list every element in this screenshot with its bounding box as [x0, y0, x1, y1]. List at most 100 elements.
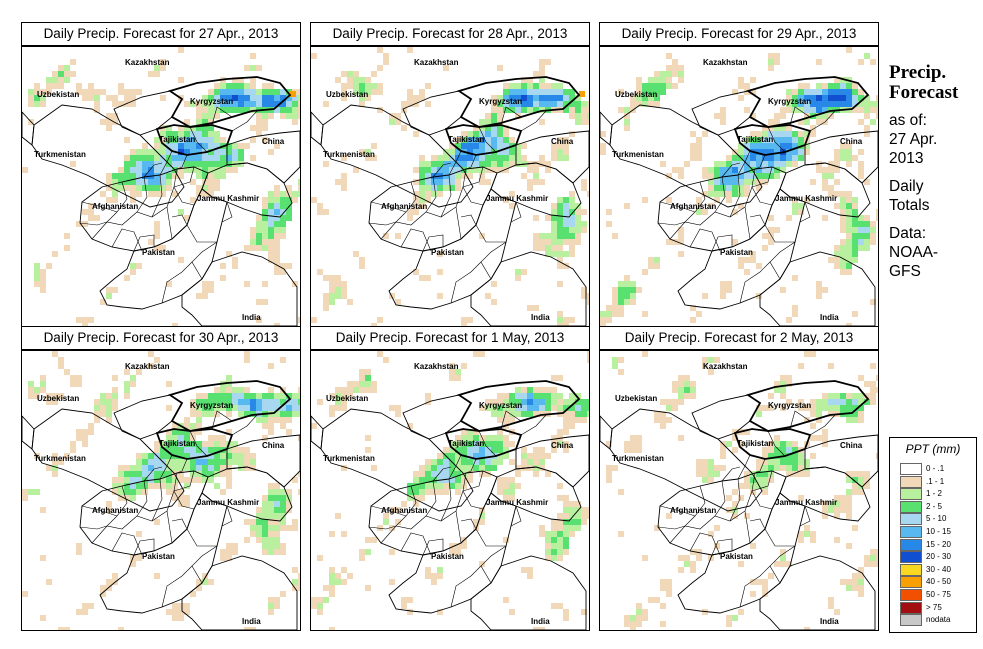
- precip-cell: [467, 465, 473, 471]
- precip-cell: [40, 281, 46, 287]
- precip-cell: [828, 597, 834, 603]
- precip-cell: [196, 119, 202, 125]
- precip-cell: [569, 507, 575, 513]
- precip-cell: [262, 137, 268, 143]
- precip-cell: [329, 573, 335, 579]
- precip-map: Kazakhstan Uzbekistan Kyrgyzstan Tajikistan…: [21, 350, 301, 631]
- precip-cell: [563, 107, 569, 113]
- precip-cell: [606, 311, 612, 317]
- precip-cell: [557, 549, 563, 555]
- precip-cell: [425, 161, 431, 167]
- precip-cell: [497, 399, 503, 405]
- precip-cell: [437, 483, 443, 489]
- legend-swatch: [900, 614, 922, 627]
- precip-cell: [473, 125, 479, 131]
- precip-cell: [497, 119, 503, 125]
- precip-cell: [341, 465, 347, 471]
- precip-cell: [365, 549, 371, 555]
- precip-cell: [250, 453, 256, 459]
- legend-label: 1 - 2: [926, 489, 943, 499]
- map-label-tajikistan: Tajikistan: [159, 439, 195, 448]
- precip-cell: [485, 471, 491, 477]
- precip-cell: [178, 131, 184, 137]
- precip-cell: [792, 305, 798, 311]
- precip-cell: [762, 137, 768, 143]
- precip-cell: [527, 305, 533, 311]
- precip-cell: [606, 465, 612, 471]
- precip-cell: [461, 429, 467, 435]
- precip-cell: [720, 281, 726, 287]
- precip-cell: [678, 567, 684, 573]
- precip-cell: [226, 447, 232, 453]
- precip-cell: [527, 89, 533, 95]
- precip-cell: [329, 287, 335, 293]
- precip-cell: [858, 215, 864, 221]
- precip-map: Kazakhstan Uzbekistan Kyrgyzstan Tajikistan…: [310, 46, 590, 327]
- precip-cell: [858, 417, 864, 423]
- precip-cell: [822, 429, 828, 435]
- precip-cell: [732, 435, 738, 441]
- precip-cell: [846, 399, 852, 405]
- precip-cell: [190, 179, 196, 185]
- precip-cell: [798, 155, 804, 161]
- precip-cell: [750, 131, 756, 137]
- precip-cell: [744, 83, 750, 89]
- precip-cell: [292, 393, 298, 399]
- precip-cell: [196, 167, 202, 173]
- precip-cell: [756, 293, 762, 299]
- precip-cell: [244, 95, 250, 101]
- precip-cell: [214, 143, 220, 149]
- map-label-kazakhstan: Kazakhstan: [414, 362, 459, 371]
- precip-cell: [196, 411, 202, 417]
- precip-cell: [226, 459, 232, 465]
- precip-cell: [563, 411, 569, 417]
- precip-cell: [124, 173, 130, 179]
- map-label-tajikistan: Tajikistan: [448, 135, 484, 144]
- precip-cell: [798, 465, 804, 471]
- precip-cell: [756, 131, 762, 137]
- precip-cell: [768, 441, 774, 447]
- precip-cell: [341, 287, 347, 293]
- precip-cell: [714, 543, 720, 549]
- precip-cell: [443, 477, 449, 483]
- precip-cell: [473, 519, 479, 525]
- precip-cell: [341, 281, 347, 287]
- precip-cell: [323, 305, 329, 311]
- precip-cell: [329, 579, 335, 585]
- precip-cell: [124, 179, 130, 185]
- precip-cell: [64, 233, 70, 239]
- precip-cell: [377, 317, 383, 323]
- precip-cell: [479, 143, 485, 149]
- precip-cell: [509, 83, 515, 89]
- precip-cell: [660, 399, 666, 405]
- legend-swatch: [900, 488, 922, 501]
- panel-title: Daily Precip. Forecast for 29 Apr., 2013: [599, 22, 879, 46]
- precip-cell: [58, 357, 64, 363]
- precip-cell: [232, 441, 238, 447]
- legend-swatch: [900, 463, 922, 475]
- province-line: [380, 206, 457, 240]
- precip-cell: [130, 489, 136, 495]
- precip-cell: [551, 393, 557, 399]
- precip-cell: [148, 351, 154, 357]
- map-label-kazakhstan: Kazakhstan: [125, 58, 170, 67]
- precip-cell: [118, 465, 124, 471]
- precip-cell: [184, 447, 190, 453]
- precip-cell: [244, 101, 250, 107]
- precip-cell: [810, 399, 816, 405]
- precip-cell: [780, 405, 786, 411]
- precip-cell: [618, 357, 624, 363]
- precip-cell: [268, 215, 274, 221]
- precip-cell: [178, 143, 184, 149]
- precip-cell: [521, 393, 527, 399]
- precip-cell: [738, 191, 744, 197]
- precip-cell: [630, 101, 636, 107]
- precip-cell: [581, 113, 587, 119]
- precip-cell: [160, 441, 166, 447]
- precip-cell: [846, 543, 852, 549]
- province-line: [767, 126, 786, 153]
- precip-cell: [262, 233, 268, 239]
- province-line: [395, 485, 417, 527]
- precip-cell: [419, 185, 425, 191]
- precip-cell: [491, 161, 497, 167]
